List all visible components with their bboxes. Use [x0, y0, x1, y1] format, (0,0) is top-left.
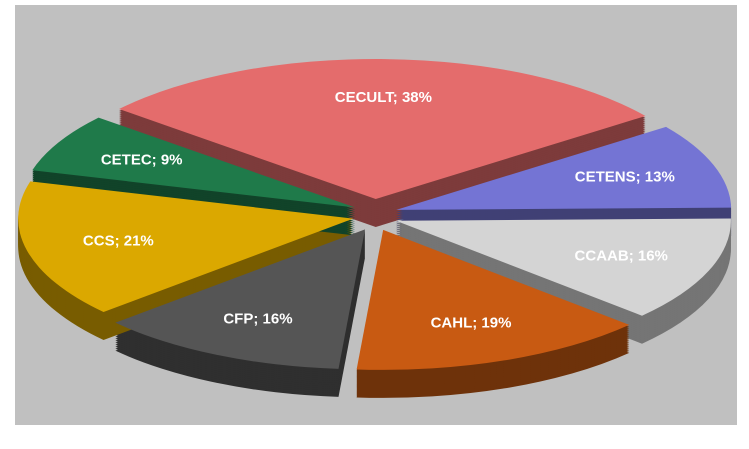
slice — [115, 229, 366, 369]
data-label: CETEC; 9% — [101, 152, 183, 169]
slice — [119, 59, 646, 200]
slice — [395, 218, 731, 316]
data-label: CETENS; 13% — [575, 169, 675, 186]
data-label: CFP; 16% — [223, 311, 292, 328]
data-label: CAHL; 19% — [431, 315, 512, 332]
data-label: CCAAB; 16% — [575, 248, 668, 265]
data-label: CECULT; 38% — [335, 89, 432, 106]
slice — [18, 181, 354, 312]
slice — [356, 229, 630, 370]
slice — [396, 126, 732, 210]
slice — [32, 117, 356, 208]
data-label: CCS; 21% — [83, 233, 154, 250]
